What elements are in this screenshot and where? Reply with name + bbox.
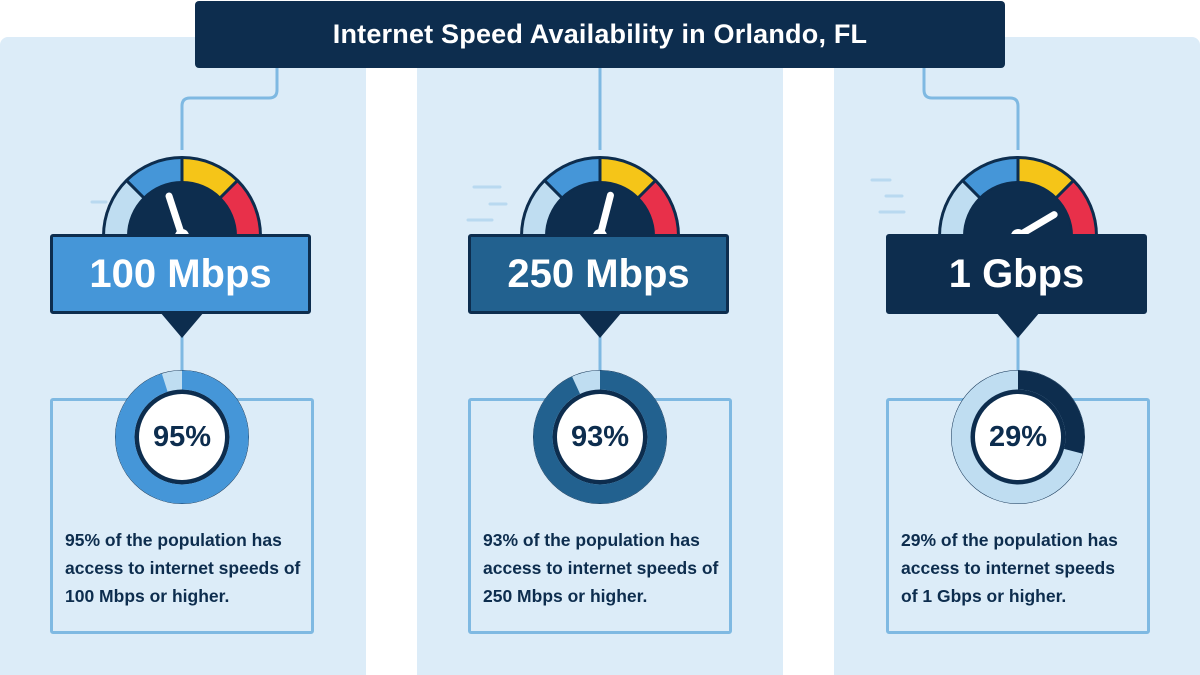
gauge-segment (181, 159, 237, 198)
percent-label: 95% (152, 420, 212, 453)
speedometer-icon (938, 156, 1098, 240)
speed-label: 1 Gbps (948, 251, 1085, 296)
donut-value-arc (951, 370, 1085, 504)
percent-donut (115, 370, 249, 504)
description-line: of 1 Gbps or higher. (901, 586, 1067, 606)
speed-label: 100 Mbps (89, 251, 272, 296)
percent-donut (951, 370, 1085, 504)
gauge-segment (941, 181, 980, 237)
gauge-segment (1017, 159, 1073, 198)
donut-value-arc (115, 370, 249, 504)
gauge-segment (638, 181, 677, 237)
gauge-segment (545, 159, 601, 198)
percent-label: 29% (988, 420, 1048, 453)
percent-label: 93% (570, 420, 630, 453)
description-line: 95% of the population has (65, 530, 282, 550)
gauge-segment (127, 159, 183, 198)
gauge-segment (963, 159, 1019, 198)
donut-value-arc (533, 370, 667, 504)
gauge-segment (599, 159, 655, 198)
speed-label: 250 Mbps (507, 251, 690, 296)
stat-description: 29% of the population has access to inte… (901, 526, 1147, 610)
speed-label-box: 1 Gbps (886, 234, 1147, 314)
percent-donut (533, 370, 667, 504)
speedometer-icon (102, 156, 262, 240)
description-line: 250 Mbps or higher. (483, 586, 648, 606)
speed-pointer (996, 312, 1040, 338)
speed-label-box: 100 Mbps (50, 234, 311, 314)
description-line: 29% of the population has (901, 530, 1118, 550)
gauge-needle (1016, 211, 1058, 239)
speed-pointer (578, 312, 622, 338)
description-line: access to internet speeds of (65, 558, 301, 578)
gauge-needle (165, 192, 185, 238)
speed-pointer (160, 312, 204, 338)
gauge-segment (105, 181, 144, 237)
speedometer-icon (520, 156, 680, 240)
stat-description: 95% of the population has access to inte… (65, 526, 311, 610)
description-line: access to internet speeds of (483, 558, 719, 578)
description-line: access to internet speeds (901, 558, 1115, 578)
gauge-segment (1056, 181, 1095, 237)
description-line: 93% of the population has (483, 530, 700, 550)
stat-description: 93% of the population has access to inte… (483, 526, 729, 610)
gauge-segment (220, 181, 259, 237)
gauge-needle (596, 191, 614, 238)
gauge-segment (523, 181, 562, 237)
description-line: 100 Mbps or higher. (65, 586, 230, 606)
speed-label-box: 250 Mbps (468, 234, 729, 314)
page-title: Internet Speed Availability in Orlando, … (195, 1, 1005, 68)
